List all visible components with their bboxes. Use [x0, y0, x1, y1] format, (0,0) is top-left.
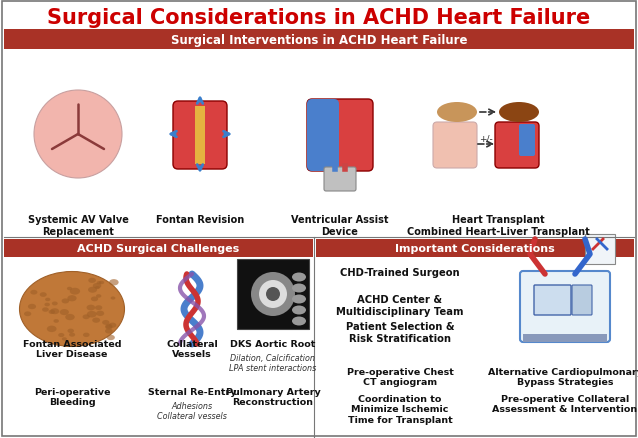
FancyBboxPatch shape [307, 100, 339, 172]
Circle shape [259, 280, 287, 308]
Ellipse shape [45, 303, 50, 307]
Bar [316, 240, 634, 258]
FancyBboxPatch shape [433, 123, 477, 169]
FancyBboxPatch shape [173, 102, 227, 170]
Ellipse shape [105, 325, 112, 330]
Ellipse shape [93, 283, 101, 289]
Ellipse shape [40, 293, 47, 297]
Ellipse shape [83, 333, 89, 337]
Ellipse shape [292, 295, 306, 304]
Ellipse shape [95, 286, 100, 290]
Bar [523, 334, 607, 342]
Circle shape [251, 272, 295, 316]
Ellipse shape [68, 329, 74, 333]
Text: Collateral
Vessels: Collateral Vessels [166, 339, 218, 359]
Ellipse shape [292, 273, 306, 282]
Ellipse shape [88, 287, 97, 293]
Ellipse shape [95, 306, 102, 311]
Ellipse shape [91, 297, 98, 302]
Text: +/-: +/- [479, 134, 493, 143]
Bar [4, 240, 313, 258]
Bar [4, 30, 634, 50]
Text: Adhesions
Collateral vessels: Adhesions Collateral vessels [157, 401, 227, 420]
Ellipse shape [45, 298, 50, 301]
Ellipse shape [93, 318, 100, 323]
FancyBboxPatch shape [534, 285, 571, 315]
Ellipse shape [30, 290, 38, 295]
Ellipse shape [96, 294, 101, 298]
Ellipse shape [292, 306, 306, 315]
Text: Pulmonary Artery
Reconstruction: Pulmonary Artery Reconstruction [226, 387, 320, 406]
Ellipse shape [105, 328, 113, 334]
FancyBboxPatch shape [572, 285, 592, 315]
Ellipse shape [107, 335, 115, 340]
Text: Ventricular Assist
Device: Ventricular Assist Device [292, 215, 389, 237]
Text: Patient Selection &
Risk Stratification: Patient Selection & Risk Stratification [346, 321, 454, 344]
Ellipse shape [87, 311, 97, 318]
Ellipse shape [87, 305, 95, 311]
Ellipse shape [109, 279, 119, 286]
Ellipse shape [82, 314, 90, 319]
Ellipse shape [292, 317, 306, 326]
Ellipse shape [60, 309, 69, 315]
Text: Sternal Re-Entry: Sternal Re-Entry [148, 387, 236, 396]
Text: Fontan Revision: Fontan Revision [156, 215, 244, 225]
Ellipse shape [34, 91, 122, 179]
Ellipse shape [47, 326, 57, 332]
Text: Systemic AV Valve
Replacement: Systemic AV Valve Replacement [27, 215, 128, 237]
Ellipse shape [105, 324, 112, 329]
Ellipse shape [24, 312, 31, 317]
Ellipse shape [102, 320, 110, 325]
Text: Pre-operative Chest
CT angiogram: Pre-operative Chest CT angiogram [346, 367, 454, 386]
Ellipse shape [69, 333, 75, 337]
Ellipse shape [108, 323, 116, 328]
Ellipse shape [48, 310, 55, 314]
FancyBboxPatch shape [520, 272, 610, 342]
FancyBboxPatch shape [324, 168, 356, 191]
Ellipse shape [42, 307, 48, 312]
Text: Alternative Cardiopulmonary
Bypass Strategies: Alternative Cardiopulmonary Bypass Strat… [487, 367, 638, 386]
Ellipse shape [67, 287, 72, 290]
Circle shape [266, 287, 280, 301]
Bar [195, 107, 205, 165]
Ellipse shape [292, 284, 306, 293]
Ellipse shape [58, 333, 64, 337]
FancyBboxPatch shape [495, 123, 539, 169]
Ellipse shape [99, 281, 104, 285]
Ellipse shape [88, 278, 96, 283]
Ellipse shape [65, 314, 75, 321]
Text: Surgical Interventions in ACHD Heart Failure: Surgical Interventions in ACHD Heart Fai… [171, 33, 467, 46]
Ellipse shape [28, 304, 36, 310]
Text: Heart Transplant
Combined Heart-Liver Transplant: Heart Transplant Combined Heart-Liver Tr… [406, 215, 590, 237]
Ellipse shape [70, 288, 80, 295]
Text: Pre-operative Collateral
Assessment & Intervention: Pre-operative Collateral Assessment & In… [493, 394, 637, 413]
Ellipse shape [61, 299, 69, 304]
Text: Coordination to
Minimize Ischemic
Time for Transplant: Coordination to Minimize Ischemic Time f… [348, 394, 452, 424]
Text: Fontan Associated
Liver Disease: Fontan Associated Liver Disease [23, 339, 121, 359]
Ellipse shape [20, 272, 124, 347]
Ellipse shape [54, 319, 59, 323]
Bar [237, 259, 309, 329]
Ellipse shape [96, 311, 104, 316]
Text: CHD-Trained Surgeon: CHD-Trained Surgeon [340, 267, 460, 277]
Text: Surgical Considerations in ACHD Heart Failure: Surgical Considerations in ACHD Heart Fa… [47, 8, 591, 28]
Ellipse shape [97, 282, 101, 285]
Text: ACHD Surgical Challenges: ACHD Surgical Challenges [77, 244, 239, 254]
Ellipse shape [110, 297, 115, 300]
Text: Important Considerations: Important Considerations [395, 244, 555, 254]
Ellipse shape [50, 308, 59, 314]
Text: Dilation, Calcification
LPA stent interactions: Dilation, Calcification LPA stent intera… [230, 353, 316, 373]
Bar [585, 234, 615, 265]
Ellipse shape [52, 302, 58, 306]
Text: ACHD Center &
Multidisciplinary Team: ACHD Center & Multidisciplinary Team [336, 294, 464, 317]
Ellipse shape [499, 103, 539, 123]
Text: Peri-operative
Bleeding: Peri-operative Bleeding [34, 387, 110, 406]
FancyBboxPatch shape [307, 100, 373, 172]
FancyBboxPatch shape [519, 125, 535, 157]
Ellipse shape [437, 103, 477, 123]
Text: DKS Aortic Root: DKS Aortic Root [230, 339, 316, 348]
Ellipse shape [62, 337, 67, 341]
Ellipse shape [68, 296, 77, 302]
